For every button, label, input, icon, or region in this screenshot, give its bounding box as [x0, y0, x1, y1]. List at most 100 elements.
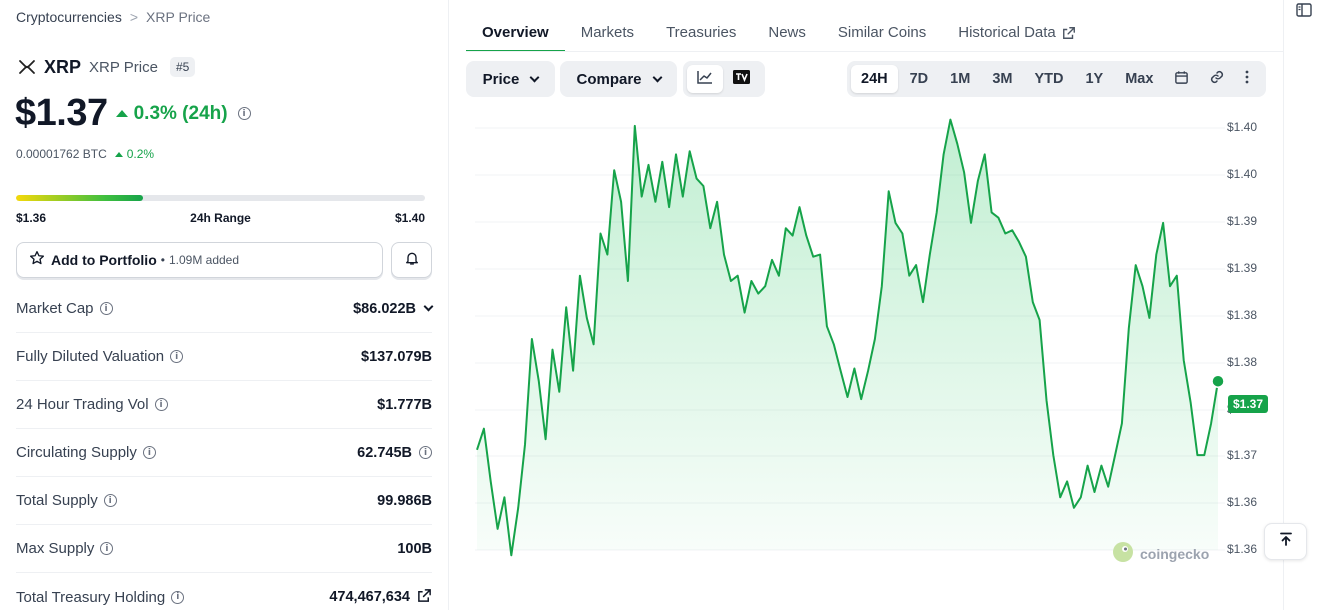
coin-header: XRP XRP Price #5 [16, 56, 196, 78]
stat-value-text: $86.022B [353, 300, 416, 317]
stat-value: $86.022B [353, 300, 434, 317]
range-labels: $1.36 24h Range $1.40 [16, 211, 425, 225]
range-1y[interactable]: 1Y [1085, 71, 1104, 87]
stat-label: Max Supply i [16, 540, 114, 557]
stat-label: Total Treasury Holding i [16, 589, 185, 606]
compare-dropdown[interactable]: Compare [560, 61, 677, 97]
stat-value: 62.745B i [357, 445, 432, 461]
btc-change-text: 0.2% [126, 147, 155, 161]
breadcrumb-cryptocurrencies[interactable]: Cryptocurrencies [16, 9, 122, 25]
y-tick-label: $1.39 [1227, 214, 1258, 228]
info-icon[interactable]: i [154, 398, 168, 411]
coingecko-logo-icon [1112, 541, 1134, 566]
stat-row: Fully Diluted Valuation i $137.079B [16, 333, 432, 381]
stat-label-text: Total Supply [16, 492, 98, 509]
breadcrumb-current: XRP Price [146, 9, 211, 25]
info-icon[interactable]: i [171, 590, 185, 604]
content-tabs: Overview Markets Treasuries News Similar Coi… [466, 14, 1092, 52]
range-bar-fill [16, 195, 143, 201]
current-price-dot [1211, 374, 1225, 388]
tab-similar-coins[interactable]: Similar Coins [822, 14, 942, 52]
calendar-button[interactable] [1165, 65, 1198, 93]
portfolio-dot: • [160, 253, 165, 267]
info-icon[interactable]: i [237, 107, 251, 120]
info-icon[interactable]: i [142, 446, 156, 459]
more-vertical-button[interactable] [1236, 65, 1258, 93]
link-button[interactable] [1200, 65, 1234, 93]
tab-markets[interactable]: Markets [565, 14, 650, 52]
chevron-down-icon[interactable] [423, 301, 434, 312]
link-icon [1209, 69, 1225, 89]
stat-value: 474,467,634 [329, 588, 432, 607]
price-alert-button[interactable] [391, 242, 432, 278]
price-dropdown[interactable]: Price [466, 61, 555, 97]
btc-change: 0.2% [114, 147, 155, 161]
stat-label: Total Supply i [16, 492, 117, 509]
range-7d[interactable]: 7D [909, 71, 929, 87]
tab-news[interactable]: News [752, 14, 822, 52]
sidebar-toggle-button[interactable] [1296, 2, 1314, 20]
time-range-selector: 24H 7D 1M 3M YTD 1Y Max [847, 61, 1266, 97]
bell-icon [404, 250, 420, 271]
tab-overview[interactable]: Overview [466, 14, 565, 52]
btc-price-row: 0.00001762 BTC 0.2% [16, 147, 154, 161]
stat-row: Total Treasury Holding i 474,467,634 [16, 573, 432, 610]
stat-label: Market Cap i [16, 300, 113, 317]
range-label: 24h Range [190, 211, 251, 225]
portfolio-added-count: 1.09M added [168, 253, 240, 267]
rank-badge: #5 [169, 57, 196, 77]
coin-name: XRP Price [89, 58, 158, 76]
stat-row: Circulating Supply i 62.745B i [16, 429, 432, 477]
left-panel: Cryptocurrencies > XRP Price XRP XRP Pri… [0, 0, 449, 610]
stat-row: Max Supply i 100B [16, 525, 432, 573]
info-icon[interactable]: i [100, 542, 114, 555]
tab-treasuries[interactable]: Treasuries [650, 14, 752, 52]
price-chart[interactable] [475, 110, 1275, 610]
stat-value: $1.777B [377, 397, 432, 413]
stat-value-text: 62.745B [357, 444, 412, 461]
stat-label: Circulating Supply i [16, 444, 156, 461]
stat-row: Total Supply i 99.986B [16, 477, 432, 525]
tab-label: Markets [580, 24, 635, 41]
stat-label-text: Market Cap [16, 300, 94, 317]
info-icon[interactable]: i [419, 446, 432, 459]
breadcrumb: Cryptocurrencies > XRP Price [16, 9, 210, 25]
info-icon[interactable]: i [103, 494, 117, 507]
sidebar-panel-icon [1296, 3, 1312, 22]
price-row: $1.37 0.3% (24h) i [15, 92, 251, 135]
y-tick-label: $1.39 [1227, 261, 1258, 275]
add-to-portfolio-button[interactable]: Add to Portfolio • 1.09M added [16, 242, 383, 278]
y-tick-label: $1.40 [1227, 120, 1258, 134]
y-tick-label: $1.38 [1227, 308, 1258, 322]
scroll-to-top-button[interactable] [1264, 523, 1307, 560]
line-chart-button[interactable] [687, 65, 723, 93]
external-link-icon[interactable] [417, 588, 432, 607]
info-icon[interactable]: i [170, 350, 184, 363]
range-3m[interactable]: 3M [992, 71, 1013, 87]
coingecko-watermark: coingecko [1112, 541, 1209, 566]
range-ytd[interactable]: YTD [1034, 71, 1064, 87]
tradingview-button[interactable] [725, 65, 758, 93]
tab-historical-data[interactable]: Historical Data [942, 14, 1092, 52]
info-icon[interactable]: i [99, 302, 113, 315]
stat-label-text: Max Supply [16, 540, 95, 557]
range-24h[interactable]: 24H [851, 65, 898, 93]
tradingview-icon [733, 70, 750, 88]
stat-value-text: 474,467,634 [329, 589, 410, 605]
coin-symbol: XRP [44, 56, 82, 77]
range-max[interactable]: Max [1125, 71, 1154, 87]
price-area-fill [477, 119, 1218, 556]
tab-label: Similar Coins [837, 24, 927, 41]
xrp-logo-icon [16, 56, 38, 78]
stat-label-text: 24 Hour Trading Vol [16, 396, 149, 413]
current-price: $1.37 [15, 92, 108, 134]
range-1m[interactable]: 1M [950, 71, 971, 87]
chevron-right-icon: > [129, 9, 139, 25]
chevron-down-icon [652, 72, 662, 82]
up-arrow-icon [115, 110, 128, 117]
price-change-text: 0.3% (24h) [133, 102, 228, 124]
range-bar [16, 195, 425, 201]
calendar-icon [1174, 70, 1189, 89]
stat-value-text: $137.079B [361, 348, 432, 365]
